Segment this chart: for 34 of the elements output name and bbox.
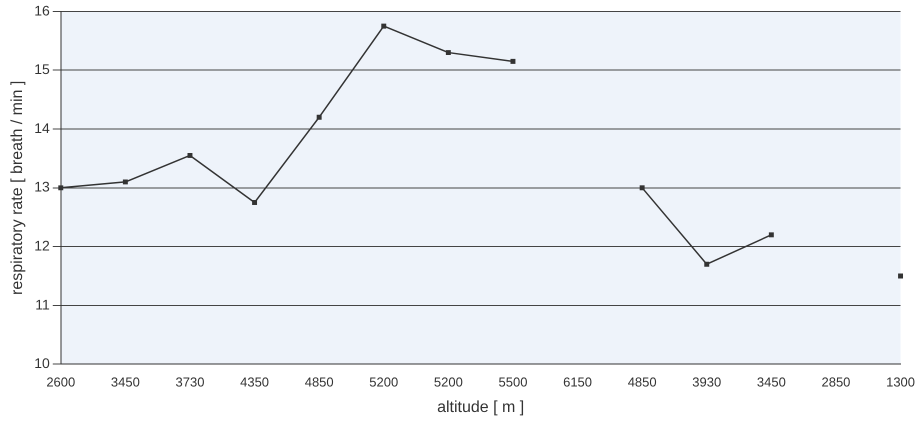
y-tick-label: 15 (34, 61, 50, 78)
x-tick-label: 4850 (628, 374, 657, 390)
point (381, 24, 386, 29)
y-tick-label: 16 (34, 2, 50, 18)
point (510, 58, 516, 64)
x-tick-label: 4850 (304, 374, 334, 390)
point (58, 185, 64, 190)
y-tick-label: 11 (35, 296, 50, 312)
point (640, 185, 645, 190)
point (187, 152, 192, 158)
y-axis-title: respiratory rate [ breath / min ] (9, 80, 26, 295)
y-tick-label: 13 (34, 178, 50, 195)
point (768, 232, 774, 238)
point (446, 50, 451, 56)
x-tick-label: 5200 (434, 374, 463, 390)
x-tick-label: 3930 (692, 374, 722, 390)
x-tick-label: 3450 (110, 374, 140, 390)
x-tick-label: 4350 (240, 374, 270, 390)
x-tick-label: 1300 (886, 374, 915, 390)
point (252, 200, 258, 205)
x-tick-label: 2600 (46, 374, 76, 390)
point (316, 114, 322, 120)
x-tick-label: 5500 (498, 374, 528, 390)
x-tick-label: 3450 (756, 374, 786, 390)
x-tick-label: 2850 (821, 374, 850, 390)
point (898, 274, 904, 278)
y-tick-label: 12 (34, 237, 50, 254)
x-tick-label: 3730 (176, 374, 204, 390)
x-tick-label: 5200 (369, 374, 398, 390)
x-axis-title: altitude [ m ] (437, 398, 524, 416)
point (122, 179, 128, 184)
y-tick-label: 14 (34, 120, 50, 136)
y-tick-label: 10 (34, 355, 50, 372)
x-tick-label: 6150 (563, 374, 592, 390)
